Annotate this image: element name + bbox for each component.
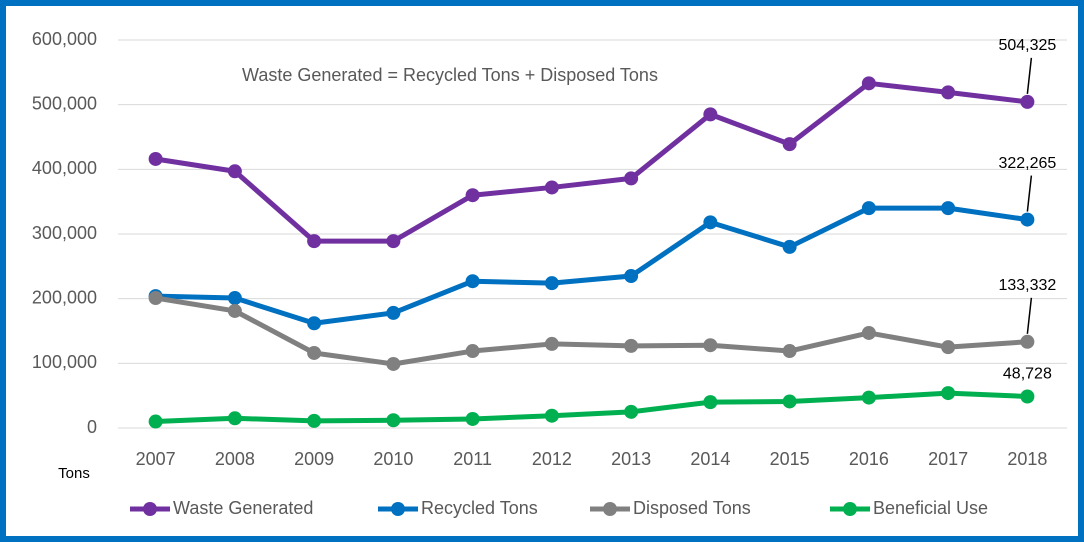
data-point xyxy=(861,390,876,405)
x-tick-label: 2010 xyxy=(373,449,413,469)
data-point xyxy=(941,386,956,401)
data-point xyxy=(544,180,559,195)
data-point xyxy=(861,201,876,216)
data-point xyxy=(465,344,480,359)
data-label: 48,728 xyxy=(1003,366,1052,383)
annotation: Waste Generated = Recycled Tons + Dispos… xyxy=(242,65,658,85)
leader-line xyxy=(1026,57,1033,94)
series-line xyxy=(155,205,1028,326)
data-point xyxy=(782,239,797,254)
x-tick-label: 2012 xyxy=(532,449,572,469)
data-point xyxy=(148,151,163,166)
data-point xyxy=(386,305,401,320)
data-point xyxy=(941,340,956,355)
x-tick-label: 2007 xyxy=(136,449,176,469)
data-point xyxy=(465,411,480,426)
y-tick-label: 500,000 xyxy=(32,93,97,113)
data-point xyxy=(941,85,956,100)
x-tick-label: 2008 xyxy=(215,449,255,469)
data-point xyxy=(782,394,797,409)
legend-marker xyxy=(603,502,617,516)
legend-label: Disposed Tons xyxy=(633,498,751,518)
data-point xyxy=(307,413,322,428)
data-point xyxy=(782,137,797,152)
data-point xyxy=(148,291,163,306)
x-tick-label: 2017 xyxy=(928,449,968,469)
data-point xyxy=(624,269,639,284)
series-line xyxy=(155,390,1028,425)
x-tick-label: 2015 xyxy=(770,449,810,469)
data-point xyxy=(624,404,639,419)
data-point xyxy=(624,338,639,353)
y-tick-label: 0 xyxy=(87,417,97,437)
data-point xyxy=(307,234,322,249)
legend-label: Waste Generated xyxy=(173,498,313,518)
data-point xyxy=(1020,334,1035,349)
x-tick-label: 2014 xyxy=(690,449,730,469)
data-point xyxy=(703,338,718,353)
data-point xyxy=(307,345,322,360)
y-tick-label: 400,000 xyxy=(32,158,97,178)
data-point xyxy=(941,201,956,216)
legend-marker xyxy=(391,502,405,516)
data-point xyxy=(544,408,559,423)
data-point xyxy=(544,276,559,291)
data-point xyxy=(703,395,718,410)
y-tick-label: 100,000 xyxy=(32,352,97,372)
data-point xyxy=(703,107,718,122)
x-tick-label: 2018 xyxy=(1007,449,1047,469)
series-line xyxy=(155,295,1028,367)
legend-marker xyxy=(143,502,157,516)
series-line xyxy=(155,80,1028,244)
y-tick-label: 300,000 xyxy=(32,223,97,243)
leader-line xyxy=(1026,297,1033,334)
data-point xyxy=(307,316,322,331)
data-point xyxy=(465,188,480,203)
data-point xyxy=(1020,389,1035,404)
data-label: 133,332 xyxy=(998,277,1056,294)
data-point xyxy=(1020,94,1035,109)
legend-label: Recycled Tons xyxy=(421,498,538,518)
x-tick-label: 2011 xyxy=(453,449,492,469)
data-point xyxy=(148,414,163,429)
data-point xyxy=(386,234,401,249)
x-tick-label: 2009 xyxy=(294,449,334,469)
data-point xyxy=(227,303,242,318)
data-label: 504,325 xyxy=(998,37,1056,54)
data-point xyxy=(861,76,876,91)
x-tick-label: 2013 xyxy=(611,449,651,469)
legend-marker xyxy=(843,502,857,516)
y-tick-label: 200,000 xyxy=(32,287,97,307)
data-point xyxy=(624,171,639,186)
data-point xyxy=(1020,212,1035,227)
data-point xyxy=(544,336,559,351)
data-point xyxy=(703,215,718,230)
data-point xyxy=(227,164,242,179)
data-label: 322,265 xyxy=(998,155,1056,172)
leader-line xyxy=(1026,175,1033,212)
legend-label: Beneficial Use xyxy=(873,498,988,518)
data-point xyxy=(227,411,242,426)
y-axis-label: Tons xyxy=(58,465,90,482)
data-point xyxy=(386,413,401,428)
data-point xyxy=(465,274,480,289)
x-tick-label: 2016 xyxy=(849,449,889,469)
data-point xyxy=(782,344,797,359)
data-point xyxy=(386,356,401,371)
data-point xyxy=(861,325,876,340)
y-tick-label: 600,000 xyxy=(32,29,97,49)
data-point xyxy=(227,291,242,306)
